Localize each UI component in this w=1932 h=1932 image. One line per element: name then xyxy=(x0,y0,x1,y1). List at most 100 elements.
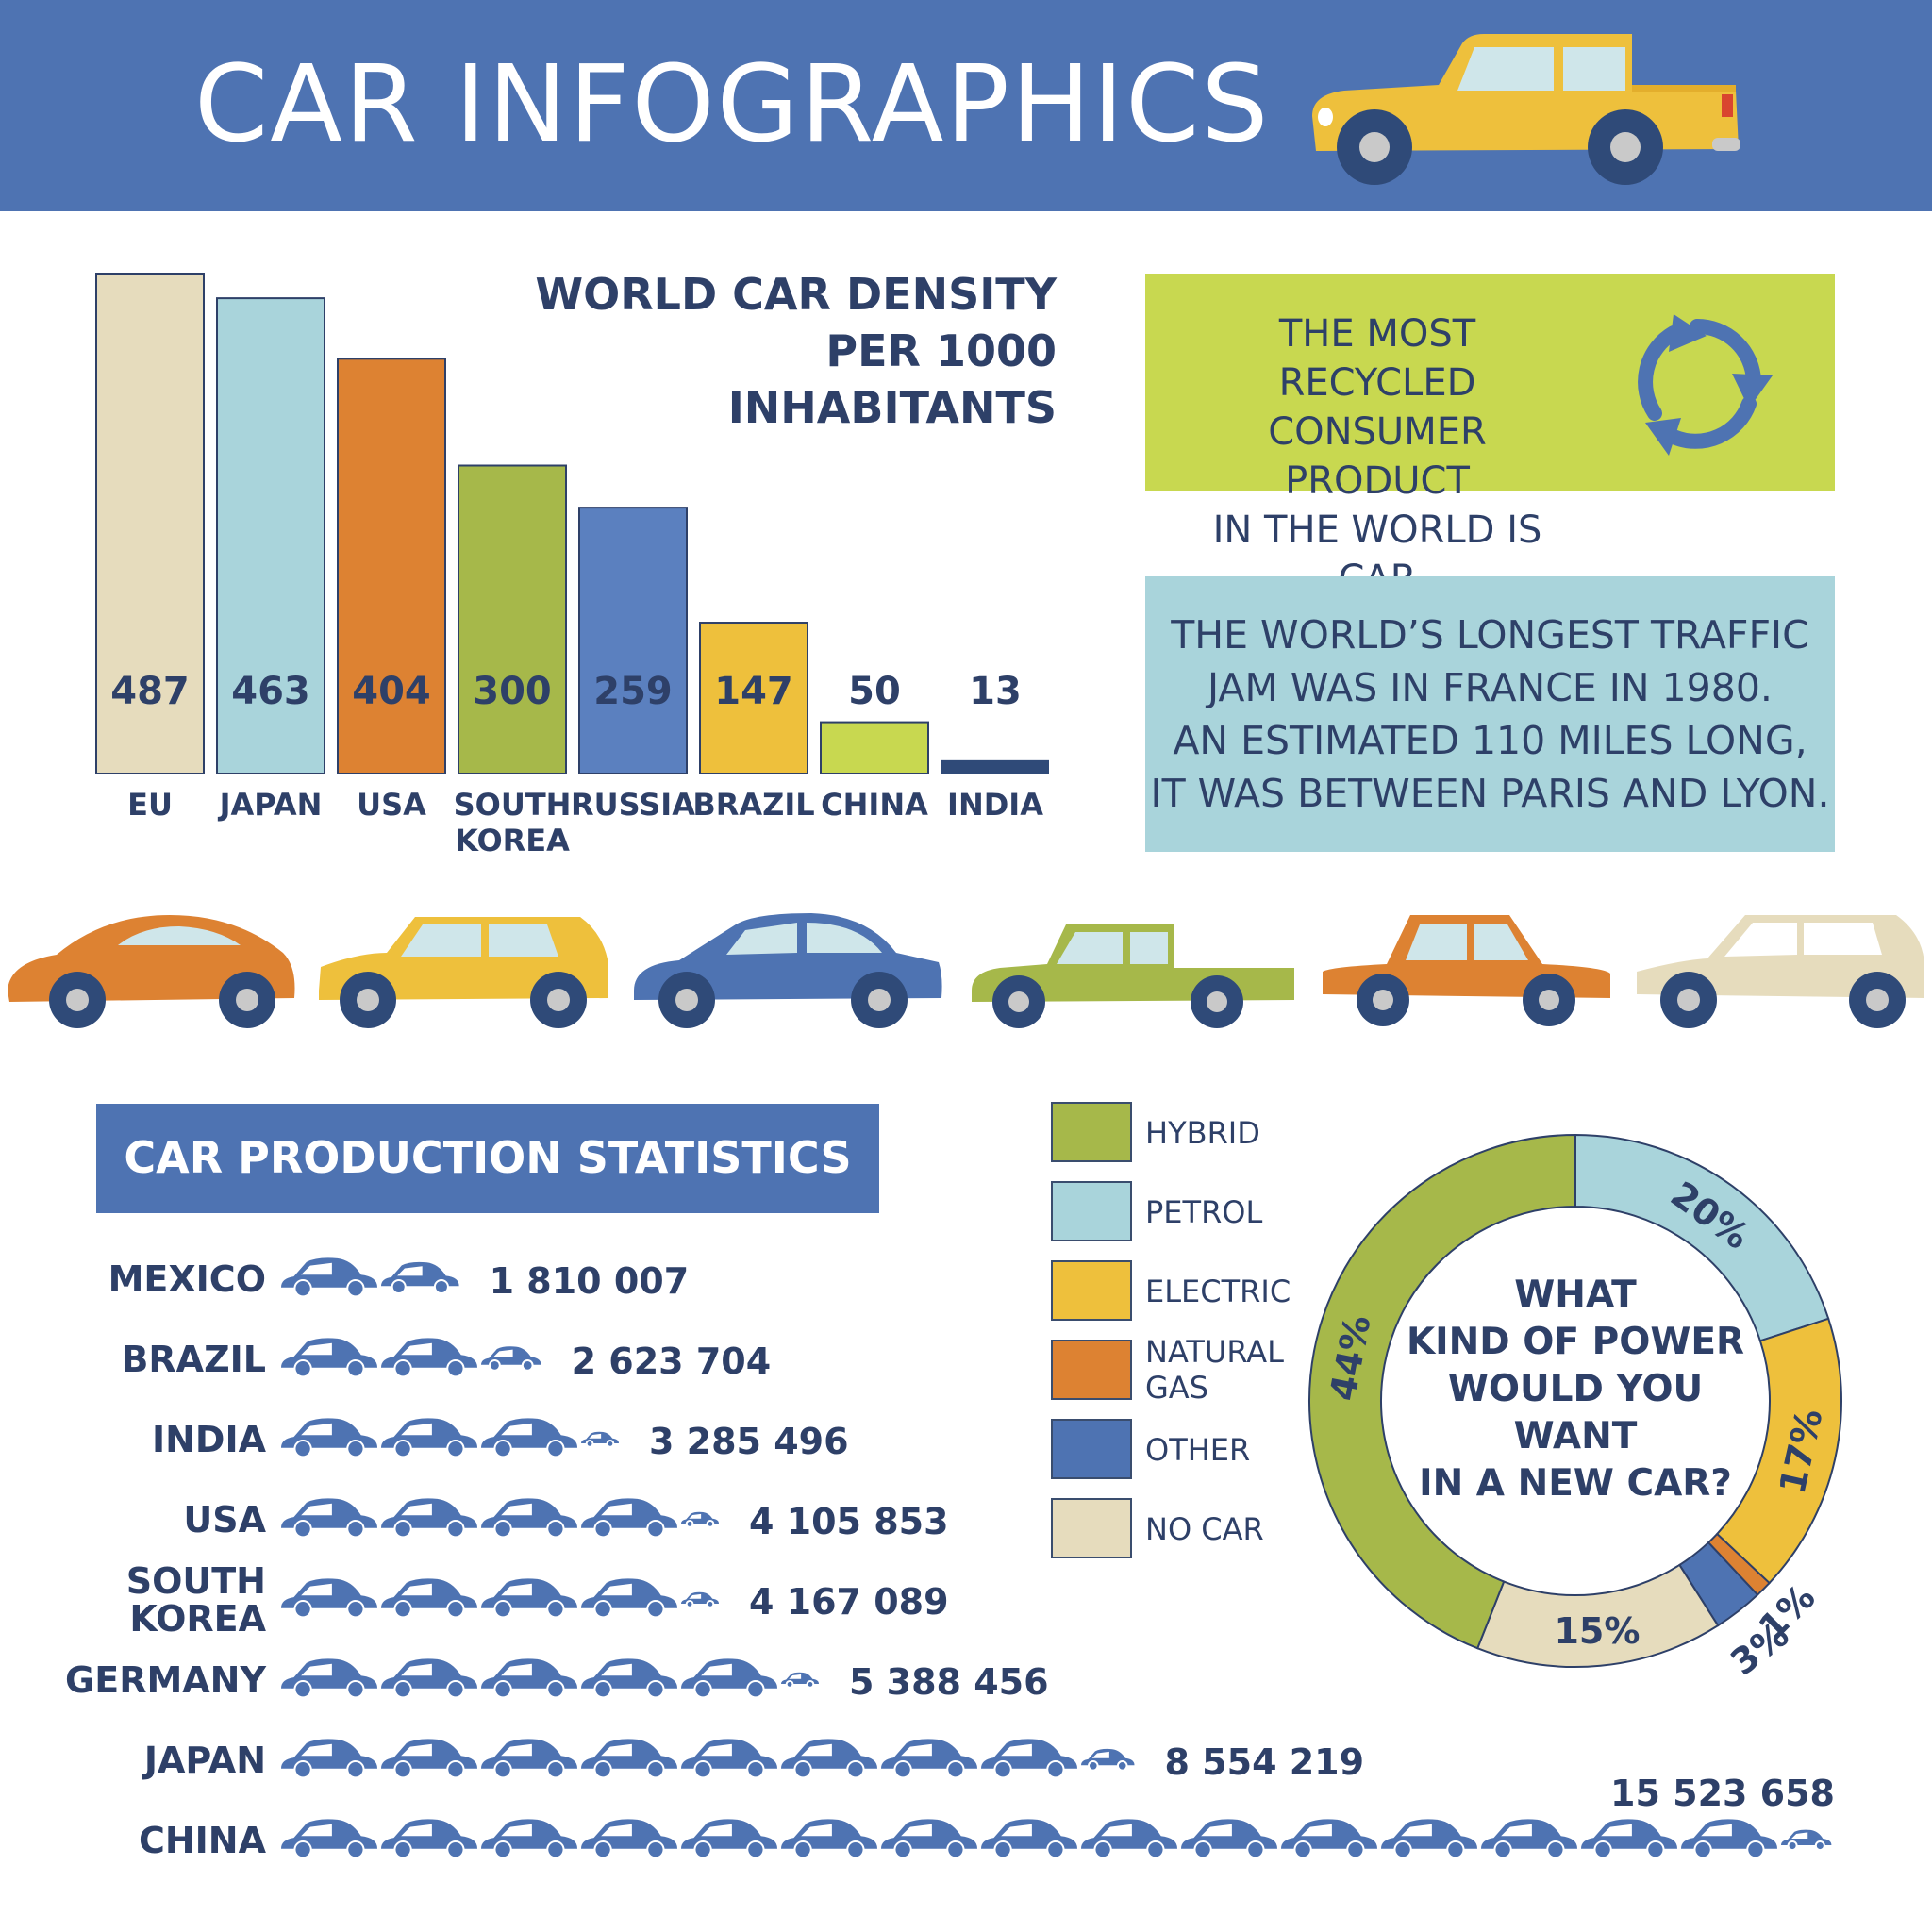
production-value-label: 2 623 704 xyxy=(572,1341,772,1382)
production-car-wheel xyxy=(685,1520,694,1528)
production-car-wheel xyxy=(293,1760,312,1779)
legend-label-line: GAS xyxy=(1145,1370,1208,1406)
production-car-wheel xyxy=(746,1840,765,1859)
production-car-wheel xyxy=(893,1760,912,1779)
production-car-window xyxy=(301,1503,332,1516)
traffic-jam-fact-box: THE WORLD’S LONGEST TRAFFIC JAM WAS IN F… xyxy=(1145,576,1835,852)
density-bar xyxy=(95,273,205,774)
legend-label: ELECTRIC xyxy=(1145,1274,1291,1309)
density-value-label: 147 xyxy=(714,670,793,713)
traffic-jam-line: IT WAS BETWEEN PARIS AND LYON. xyxy=(1150,771,1830,816)
production-car-body xyxy=(281,1498,377,1528)
density-bar xyxy=(458,464,567,774)
production-row: JAPAN 8 554 219 xyxy=(142,1739,1364,1783)
production-car-body xyxy=(481,1418,577,1448)
production-car-body xyxy=(381,1578,477,1608)
production-car-wheel xyxy=(493,1680,512,1699)
production-car-wheel xyxy=(1546,1840,1565,1859)
sedan-car-icon xyxy=(634,913,942,1028)
production-car-wheel xyxy=(593,1520,612,1539)
donut-question-line: WOULD YOU WANT xyxy=(1447,1368,1704,1457)
production-car-body xyxy=(981,1819,1077,1849)
production-car-body xyxy=(381,1261,459,1287)
production-car-body xyxy=(681,1739,777,1769)
hatchback-car-icon xyxy=(319,917,608,1028)
production-car-wheel xyxy=(593,1760,612,1779)
green-pickup-icon xyxy=(972,924,1294,1028)
production-car-wheel xyxy=(493,1840,512,1859)
density-value-label: 259 xyxy=(593,670,673,713)
production-car-window xyxy=(493,1349,513,1357)
production-car-wheel xyxy=(393,1359,412,1378)
production-row: MEXICO 1 810 007 xyxy=(108,1257,689,1302)
legend-label: NO CAR xyxy=(1145,1511,1264,1547)
production-stats-title: CAR PRODUCTION STATISTICS xyxy=(124,1132,852,1183)
production-car-wheel xyxy=(806,1680,815,1689)
donut-question-line: KIND OF POWER xyxy=(1406,1321,1745,1363)
production-car-window xyxy=(601,1583,632,1596)
production-car-window xyxy=(301,1342,332,1356)
production-car-body xyxy=(381,1418,477,1448)
legend-swatch xyxy=(1051,1102,1132,1162)
legend-label: PETROL xyxy=(1145,1194,1263,1230)
production-car-window xyxy=(501,1423,532,1436)
production-car-wheel xyxy=(793,1760,812,1779)
production-car-body xyxy=(1481,1819,1577,1849)
recycled-fact-box: THE MOST RECYCLED CONSUMER PRODUCT IN TH… xyxy=(1145,274,1835,601)
production-row: USA 4 105 853 xyxy=(183,1498,949,1542)
production-car-body xyxy=(581,1658,677,1689)
production-car-wheel xyxy=(293,1359,312,1378)
legend-item-petrol: PETROL xyxy=(1051,1181,1334,1243)
production-car-wheel xyxy=(1593,1840,1612,1859)
density-category-label: EU xyxy=(127,787,173,823)
density-bar xyxy=(216,297,325,774)
production-car-window xyxy=(501,1824,532,1837)
donut-question: WHAT KIND OF POWER WOULD YOU WANT IN A N… xyxy=(1387,1272,1764,1507)
production-car-body xyxy=(681,1658,777,1689)
production-car-wheel xyxy=(646,1600,665,1619)
production-car-wheel xyxy=(293,1520,312,1539)
production-car-window xyxy=(401,1743,432,1757)
production-car-window xyxy=(401,1342,432,1356)
production-car-wheel xyxy=(846,1840,865,1859)
suv-car-icon xyxy=(1637,915,1924,1028)
production-car-wheel xyxy=(1087,1760,1099,1772)
production-car-wheel xyxy=(446,1600,465,1619)
production-car-wheel xyxy=(346,1279,365,1298)
production-car-wheel xyxy=(593,1680,612,1699)
production-car-window xyxy=(901,1824,932,1837)
production-car-wheel xyxy=(1746,1840,1765,1859)
sports-car-icon xyxy=(8,915,295,1028)
density-category-label: USA xyxy=(357,787,426,823)
production-car-wheel xyxy=(433,1279,449,1295)
production-car-wheel xyxy=(546,1840,565,1859)
donut-percent-label: 15% xyxy=(1554,1610,1640,1652)
production-car-wheel xyxy=(1693,1840,1712,1859)
production-car-wheel xyxy=(346,1359,365,1378)
production-car-body xyxy=(281,1338,377,1368)
density-category-label: SOUTH xyxy=(454,787,572,823)
production-car-window xyxy=(601,1743,632,1757)
production-car-body xyxy=(781,1819,877,1849)
traffic-jam-line: JAM WAS IN FRANCE IN 1980. xyxy=(1208,665,1773,710)
density-title-line: PER 1000 INHABITANTS xyxy=(727,325,1057,433)
production-country-label: BRAZIL xyxy=(121,1339,266,1380)
production-car-window xyxy=(1301,1824,1332,1837)
production-car-window xyxy=(1091,1751,1109,1758)
production-car-window xyxy=(1791,1832,1808,1839)
production-car-window xyxy=(1501,1824,1532,1837)
production-car-body xyxy=(681,1511,719,1524)
production-car-body xyxy=(281,1578,377,1608)
production-car-wheel xyxy=(946,1840,965,1859)
production-car-body xyxy=(1781,1829,1832,1846)
production-car-wheel xyxy=(393,1520,412,1539)
production-car-window xyxy=(789,1674,802,1679)
legend-swatch xyxy=(1051,1181,1132,1241)
production-car-window xyxy=(501,1743,532,1757)
production-car-window xyxy=(1401,1824,1432,1837)
production-car-wheel xyxy=(1446,1840,1465,1859)
density-category-label: BRAZIL xyxy=(692,787,814,823)
production-car-body xyxy=(381,1498,477,1528)
traffic-jam-text: THE WORLD’S LONGEST TRAFFIC JAM WAS IN F… xyxy=(1145,608,1835,820)
production-car-wheel xyxy=(593,1600,612,1619)
